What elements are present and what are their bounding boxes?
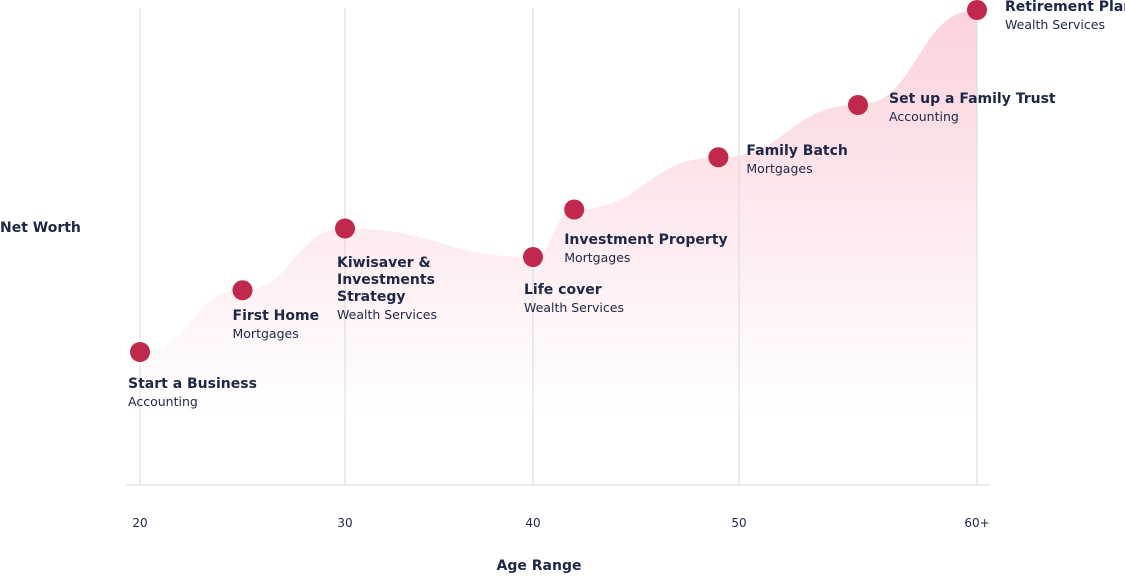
milestone-label: Kiwisaver & Investments Strategy Wealth S… [337,255,497,323]
milestone-title: First Home [232,308,320,325]
x-tick-label: 60+ [964,516,989,530]
milestone-subtitle: Wealth Services [524,300,624,315]
milestone-subtitle: Mortgages [564,249,631,265]
milestone-point [848,95,868,115]
milestone-subtitle: Mortgages [746,161,813,177]
milestone-subtitle: Wealth Services [337,306,437,322]
milestone-title: Retirement Plans [1005,0,1125,15]
milestone-title: Kiwisaver & Investments Strategy [337,254,435,305]
x-tick-label: 30 [337,516,352,530]
milestone-label: Start a Business Accounting [128,376,257,410]
milestone-title: Set up a Family Trust [889,91,1056,107]
milestone-point [523,247,543,267]
milestone-point [335,218,355,239]
milestone-point [708,147,729,168]
milestone-point [130,342,150,362]
milestone-subtitle: Mortgages [232,326,299,342]
milestone-label: Life cover Wealth Services [524,282,624,316]
milestone-title: Life cover [524,282,602,298]
milestone-point [232,280,253,301]
milestone-subtitle: Wealth Services [1005,17,1105,32]
milestone-label: Family Batch Mortgages [746,143,847,177]
x-tick-label: 50 [731,516,746,530]
milestone-label: Retirement Plans Wealth Services [1005,0,1125,33]
milestone-label: First Home Mortgages [233,308,320,342]
area [140,10,977,485]
milestone-title: Start a Business [128,376,257,392]
milestone-subtitle: Accounting [889,109,959,124]
milestone-point [967,0,987,20]
milestone-title: Investment Property [564,231,728,248]
milestone-title: Family Batch [746,143,848,160]
x-axis-title: Age Range [496,558,582,574]
milestone-label: Set up a Family Trust Accounting [889,91,1056,125]
x-tick-label: 40 [525,516,540,530]
milestone-subtitle: Accounting [128,394,198,409]
x-tick-label: 20 [132,516,147,530]
milestone-point [564,199,585,220]
y-axis-title: Net Worth [0,220,81,236]
milestone-label: Investment Property Mortgages [564,232,727,266]
